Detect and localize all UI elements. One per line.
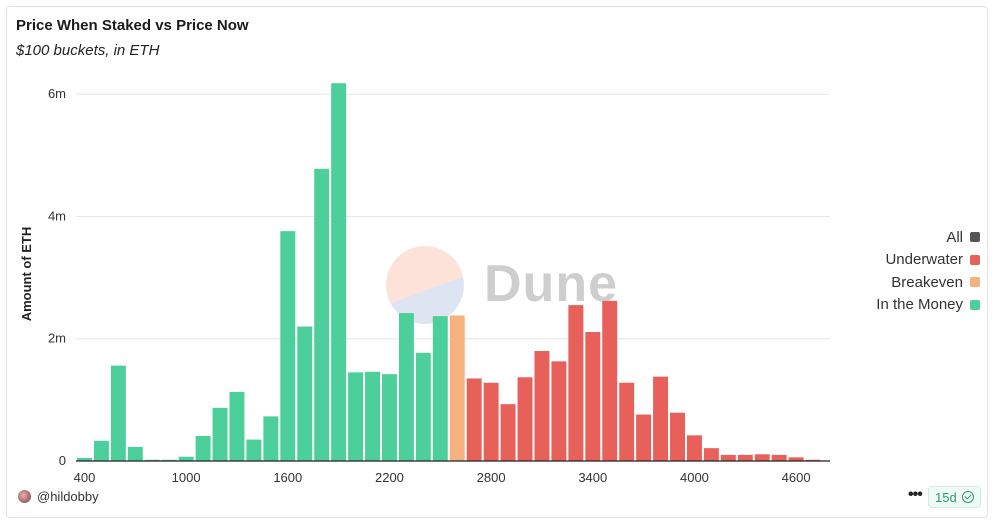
y-axis-title: Amount of ETH xyxy=(19,227,34,322)
y-tick-label: 0 xyxy=(59,453,66,468)
bar xyxy=(381,374,397,461)
y-tick-label: 6m xyxy=(48,86,66,101)
legend-item-underwater[interactable]: Underwater xyxy=(876,249,980,272)
bar xyxy=(280,231,296,461)
legend-item-all[interactable]: All xyxy=(876,226,980,249)
check-circle-icon xyxy=(961,491,974,503)
author-name: @hildobby xyxy=(37,489,99,504)
legend-label-breakeven: Breakeven xyxy=(891,273,963,291)
x-tick-label: 4600 xyxy=(782,470,811,485)
bar xyxy=(77,457,92,461)
bar xyxy=(670,412,685,461)
bar xyxy=(449,315,465,461)
age-label: 15d xyxy=(935,489,957,505)
bar xyxy=(720,454,736,461)
bar xyxy=(534,350,550,461)
legend-swatch-underwater xyxy=(970,254,980,265)
bar xyxy=(619,382,635,461)
bar xyxy=(500,404,516,461)
bar xyxy=(93,440,109,461)
legend-swatch-all xyxy=(970,232,980,243)
bar xyxy=(686,435,702,461)
bar xyxy=(602,300,618,461)
x-tick-label: 4000 xyxy=(680,470,709,485)
chart-subtitle: $100 buckets, in ETH xyxy=(16,42,160,59)
bar xyxy=(805,459,821,461)
legend-swatch-breakeven xyxy=(970,277,980,288)
legend-label-in-the-money: In the Money xyxy=(876,296,963,314)
legend-item-in-the-money[interactable]: In the Money xyxy=(876,294,980,317)
x-tick-label: 1000 xyxy=(172,470,201,485)
bar xyxy=(178,456,194,461)
bar xyxy=(212,407,228,461)
bar xyxy=(771,454,787,461)
bar xyxy=(636,414,652,461)
x-tick-label: 400 xyxy=(74,470,96,485)
bar xyxy=(263,416,279,461)
bar xyxy=(551,361,567,461)
author-link[interactable]: @hildobby xyxy=(18,489,99,504)
legend-label-all: All xyxy=(946,228,963,246)
bar xyxy=(229,391,245,461)
bar xyxy=(127,446,143,461)
bar xyxy=(568,305,584,461)
legend-label-underwater: Underwater xyxy=(885,251,963,269)
x-tick-label: 1600 xyxy=(273,470,302,485)
more-options-button[interactable]: ••• xyxy=(908,486,923,503)
bar xyxy=(297,326,313,461)
chart-title: Price When Staked vs Price Now xyxy=(16,17,249,34)
query-age-badge[interactable]: 15d xyxy=(928,486,981,508)
legend-item-breakeven[interactable]: Breakeven xyxy=(876,271,980,294)
bar xyxy=(432,316,448,461)
y-tick-label: 4m xyxy=(48,208,66,223)
bar xyxy=(703,448,719,461)
bar xyxy=(585,332,601,461)
x-tick-label: 3400 xyxy=(578,470,607,485)
bar xyxy=(314,168,330,461)
bar xyxy=(653,376,669,461)
bar xyxy=(246,439,262,461)
bar xyxy=(483,382,499,461)
bar xyxy=(517,377,533,461)
bar xyxy=(348,372,364,461)
bar xyxy=(110,365,126,461)
bar xyxy=(365,371,380,461)
bar xyxy=(331,83,347,461)
bar xyxy=(788,457,804,461)
legend-swatch-in-the-money xyxy=(970,299,980,310)
bar xyxy=(161,459,177,461)
bar xyxy=(737,454,753,461)
bar xyxy=(754,454,770,461)
x-tick-label: 2800 xyxy=(477,470,506,485)
chart-legend: All Underwater Breakeven In the Money xyxy=(876,226,980,316)
bar xyxy=(144,459,160,461)
bar xyxy=(398,313,414,461)
bar xyxy=(195,435,211,461)
bar xyxy=(466,378,482,461)
x-tick-label: 2200 xyxy=(375,470,404,485)
y-tick-label: 2m xyxy=(48,331,66,346)
bar xyxy=(415,352,431,461)
avatar xyxy=(18,490,31,503)
